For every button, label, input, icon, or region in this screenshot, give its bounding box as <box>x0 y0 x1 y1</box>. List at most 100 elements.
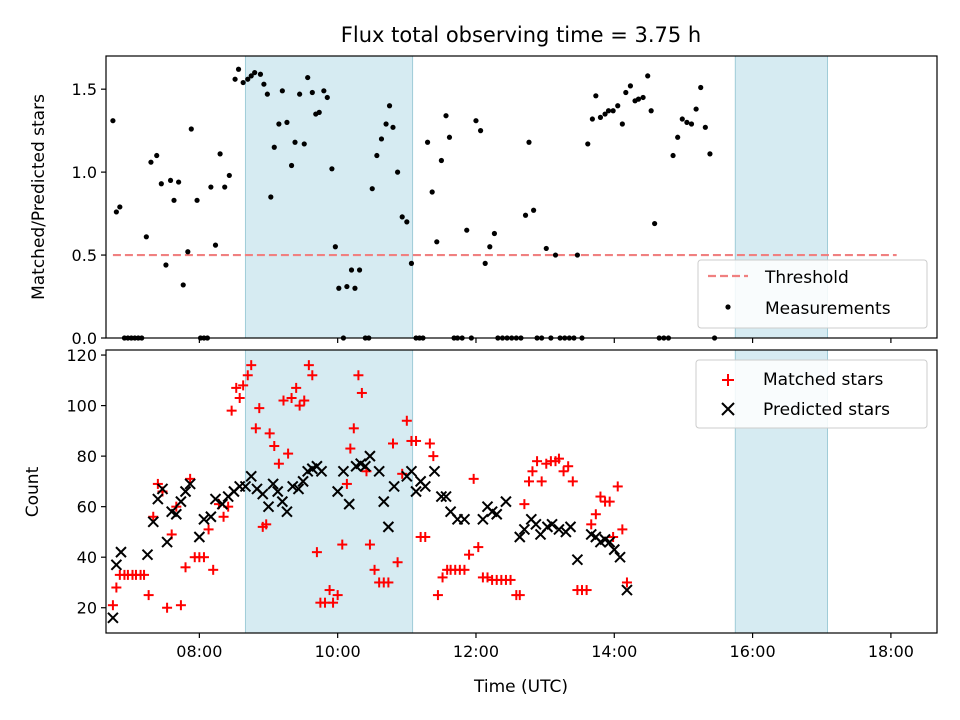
predicted-star-point <box>428 465 441 477</box>
measurement-point <box>167 177 174 184</box>
measurement-point <box>585 141 591 147</box>
predicted-star-point <box>175 495 187 508</box>
matched-star-point <box>231 382 242 393</box>
predicted-star-point <box>553 523 565 536</box>
top-panel-y-ticks: 0.0 0.5 1.0 1.5 <box>72 80 106 348</box>
y-tick-label: 100 <box>66 397 97 416</box>
legend-predicted-swatch <box>721 402 735 416</box>
predicted-star-point <box>198 513 210 526</box>
measurement-point <box>154 152 160 159</box>
measurement-point <box>264 91 270 97</box>
matched-star-point <box>617 524 628 535</box>
top-panel-y-label: Matched/Predicted stars <box>29 94 49 300</box>
measurement-point <box>522 212 529 218</box>
matched-star-point <box>369 564 380 575</box>
predicted-star-point <box>337 465 350 477</box>
predicted-star-point <box>458 513 471 526</box>
measurement-point <box>477 128 484 134</box>
measurement-point <box>248 73 254 79</box>
measurement-point <box>543 245 549 252</box>
matched-star-point <box>111 582 122 593</box>
matched-star-point <box>311 547 322 558</box>
matched-star-point <box>264 428 275 439</box>
matched-star-point <box>514 590 525 601</box>
measurement-point <box>158 181 164 187</box>
y-tick-label: 60 <box>77 498 97 517</box>
x-axis-label: Time (UTC) <box>473 677 568 697</box>
measurement-point <box>336 285 342 291</box>
matched-star-point <box>250 423 261 434</box>
x-tick-label: 08:00 <box>176 642 222 661</box>
predicted-star-point <box>161 536 173 548</box>
measurement-point <box>110 118 116 124</box>
predicted-star-point <box>514 531 526 543</box>
predicted-star-point <box>179 485 192 498</box>
matched-star-point <box>180 562 191 573</box>
matched-star-point <box>148 511 159 522</box>
chart-title: Flux total observing time = 3.75 h <box>341 23 701 47</box>
measurement-point <box>645 73 651 79</box>
predicted-star-point <box>141 548 154 561</box>
measurement-point <box>212 242 219 248</box>
matched-star-point <box>505 574 516 585</box>
measurement-point <box>526 139 532 145</box>
measurement-point <box>245 76 251 82</box>
measurement-point <box>531 207 537 213</box>
predicted-star-point <box>364 450 376 462</box>
measurement-point <box>693 106 699 112</box>
measurement-point <box>257 71 264 77</box>
legend-threshold-label: Threshold <box>764 268 849 288</box>
measurement-point <box>268 194 274 200</box>
predicted-star-point <box>410 485 422 498</box>
matched-star-point <box>558 466 569 477</box>
predicted-star-point <box>110 559 123 571</box>
matched-star-point <box>473 542 484 553</box>
predicted-star-point <box>107 612 119 624</box>
matched-star-point <box>234 393 245 404</box>
matched-star-point <box>420 531 431 542</box>
matched-star-point <box>437 572 448 583</box>
predicted-star-point <box>419 480 431 493</box>
measurement-point <box>390 124 396 130</box>
measurement-point <box>464 227 470 233</box>
measurement-point <box>194 197 200 203</box>
legend-predicted-label: Predicted stars <box>763 400 890 420</box>
predicted-star-point <box>435 490 448 503</box>
measurement-point <box>148 159 154 165</box>
bottom-panel-x-ticks: 08:00 10:00 12:00 14:00 16:00 18:00 <box>176 633 914 661</box>
measurement-point <box>284 119 290 125</box>
predicted-star-point <box>292 483 305 495</box>
x-tick-label: 18:00 <box>868 642 914 661</box>
matched-star-point <box>294 400 305 411</box>
measurement-point <box>707 151 713 157</box>
measurement-point <box>670 152 676 159</box>
predicted-star-point <box>518 523 531 536</box>
measurement-point <box>324 94 330 101</box>
matched-star-point <box>198 552 209 563</box>
measurement-point <box>424 139 431 145</box>
measurement-point <box>252 69 258 76</box>
measurement-point <box>623 89 629 96</box>
measurement-point <box>217 151 223 157</box>
y-tick-label: 0.0 <box>72 329 97 348</box>
predicted-star-point <box>440 490 452 503</box>
measurement-point <box>288 162 295 169</box>
predicted-star-point <box>546 518 558 531</box>
matched-star-point <box>332 590 343 601</box>
top-panel-legend: Threshold Measurements <box>697 259 928 329</box>
measurement-point <box>574 252 580 258</box>
measurement-point <box>226 172 232 179</box>
matched-star-point <box>519 499 530 510</box>
predicted-star-point <box>245 470 257 483</box>
measurement-point <box>163 262 169 268</box>
predicted-star-point <box>156 483 169 495</box>
matched-star-point <box>383 577 394 588</box>
legend-matched-swatch <box>722 374 734 386</box>
bottom-panel-frame <box>105 349 938 634</box>
top-panel-x-ticks <box>198 338 892 343</box>
x-tick-label: 12:00 <box>453 642 499 661</box>
measurement-point <box>648 108 654 114</box>
measurement-point <box>369 186 375 192</box>
predicted-star-point <box>267 478 279 490</box>
measurement-point <box>276 121 282 127</box>
